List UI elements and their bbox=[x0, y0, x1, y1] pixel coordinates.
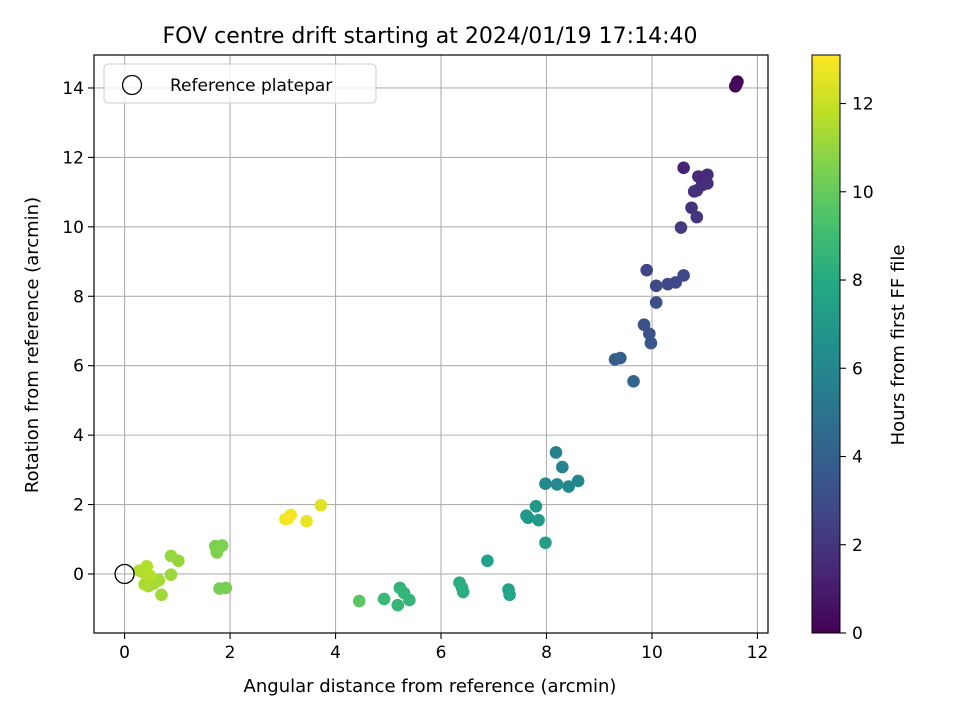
data-point bbox=[627, 375, 640, 388]
data-point bbox=[644, 336, 658, 350]
data-point bbox=[649, 296, 663, 309]
colorbar-tick-label: 4 bbox=[852, 448, 863, 468]
y-tick-label: 10 bbox=[62, 218, 84, 238]
data-point bbox=[571, 474, 585, 488]
data-point bbox=[685, 201, 698, 215]
data-points bbox=[133, 75, 744, 612]
y-tick-label: 8 bbox=[73, 287, 84, 307]
data-point bbox=[172, 554, 185, 568]
colorbar-tick-label: 0 bbox=[852, 624, 863, 644]
data-point bbox=[730, 78, 743, 91]
x-tick-label: 4 bbox=[330, 643, 341, 663]
data-point bbox=[539, 477, 552, 491]
reference-platepar-marker bbox=[114, 563, 135, 585]
data-point bbox=[281, 512, 295, 525]
plot-background bbox=[94, 55, 768, 633]
data-point bbox=[701, 177, 714, 190]
chart-title: FOV centre drift starting at 2024/01/19 … bbox=[163, 24, 698, 49]
data-point bbox=[391, 598, 405, 612]
colorbar-tick-label: 8 bbox=[852, 271, 863, 291]
legend-marker-icon bbox=[121, 74, 143, 96]
colorbar-label: Hours from first FF file bbox=[888, 245, 909, 446]
data-point bbox=[614, 351, 627, 365]
data-point bbox=[701, 168, 714, 182]
data-point bbox=[143, 569, 157, 583]
x-tick-label: 0 bbox=[119, 643, 130, 663]
colorbar-gradient bbox=[811, 54, 841, 634]
colorbar-ticks: 0 2 4 6 8 10 12 bbox=[840, 95, 874, 644]
data-point bbox=[481, 554, 494, 568]
data-point bbox=[532, 513, 545, 527]
data-point bbox=[219, 581, 233, 595]
x-tick-label: 10 bbox=[641, 643, 663, 663]
data-point bbox=[155, 588, 168, 602]
data-point bbox=[640, 263, 654, 277]
data-point bbox=[549, 446, 563, 459]
data-point bbox=[661, 277, 675, 291]
y-tick-label: 2 bbox=[73, 496, 84, 516]
y-axis-ticks: 0 2 4 6 8 10 12 14 bbox=[62, 79, 94, 585]
data-point bbox=[164, 568, 178, 581]
colorbar-tick-label: 12 bbox=[852, 95, 874, 115]
x-tick-label: 2 bbox=[225, 643, 236, 663]
data-point bbox=[377, 592, 391, 606]
data-point bbox=[352, 594, 366, 608]
x-tick-label: 6 bbox=[436, 643, 447, 663]
y-tick-label: 14 bbox=[62, 79, 84, 99]
data-point bbox=[649, 279, 663, 293]
x-axis-label: Angular distance from reference (arcmin) bbox=[244, 676, 617, 697]
x-axis-ticks: 0 2 4 6 8 10 12 bbox=[119, 633, 768, 663]
data-point bbox=[677, 161, 690, 175]
y-tick-label: 4 bbox=[73, 426, 84, 446]
data-point bbox=[456, 585, 470, 599]
data-point bbox=[643, 327, 656, 341]
data-point bbox=[503, 588, 516, 602]
y-tick-label: 0 bbox=[73, 565, 84, 585]
y-tick-label: 6 bbox=[73, 357, 84, 377]
scatter-plot-area: 0 2 4 6 8 10 12 0 2 4 6 8 10 12 14 bbox=[62, 54, 769, 663]
data-point bbox=[314, 498, 328, 512]
legend-box bbox=[103, 63, 377, 104]
data-point bbox=[687, 185, 701, 198]
x-tick-label: 8 bbox=[541, 643, 552, 663]
data-point bbox=[674, 221, 688, 234]
data-point bbox=[550, 478, 564, 491]
data-point bbox=[556, 460, 569, 474]
colorbar: 0 2 4 6 8 10 12 Hours from first FF file bbox=[811, 54, 909, 644]
legend-label: Reference platepar bbox=[170, 76, 332, 96]
colorbar-tick-label: 10 bbox=[852, 183, 874, 203]
data-point bbox=[539, 536, 552, 550]
x-tick-label: 12 bbox=[747, 643, 769, 663]
data-point bbox=[521, 511, 535, 525]
data-point bbox=[529, 499, 543, 513]
data-point bbox=[300, 514, 313, 528]
data-point bbox=[690, 210, 704, 224]
y-tick-label: 12 bbox=[62, 148, 84, 168]
y-axis-label: Rotation from reference (arcmin) bbox=[22, 197, 43, 493]
data-point bbox=[403, 593, 416, 607]
data-point bbox=[562, 480, 575, 493]
colorbar-tick-label: 2 bbox=[852, 536, 863, 556]
plot-frame bbox=[93, 54, 769, 634]
data-point bbox=[210, 546, 224, 559]
legend: Reference platepar bbox=[103, 63, 377, 104]
colorbar-tick-label: 6 bbox=[852, 359, 863, 379]
